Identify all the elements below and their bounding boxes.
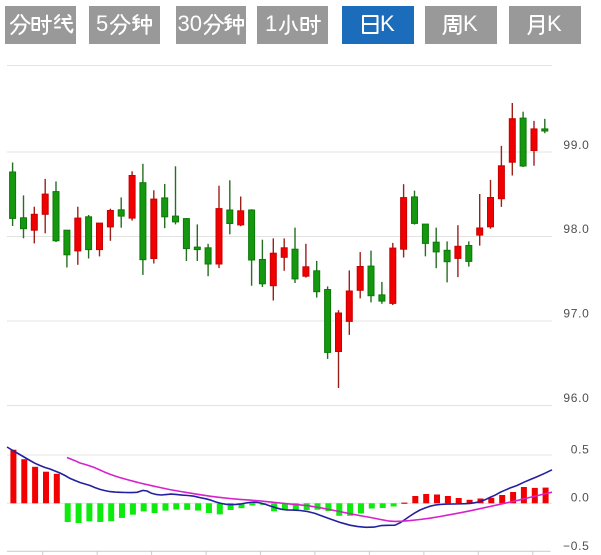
svg-text:99.0: 99.0 xyxy=(563,138,589,152)
svg-text:5: 5 xyxy=(96,11,108,36)
svg-text:K: K xyxy=(380,11,395,36)
svg-text:−0.5: −0.5 xyxy=(563,539,590,553)
svg-text:1: 1 xyxy=(265,11,277,36)
svg-text:98.0: 98.0 xyxy=(563,222,589,236)
svg-text:K: K xyxy=(547,11,562,36)
svg-text:96.0: 96.0 xyxy=(563,391,589,405)
svg-text:30: 30 xyxy=(177,11,201,36)
svg-text:0.0: 0.0 xyxy=(571,491,590,505)
svg-text:K: K xyxy=(463,11,478,36)
svg-text:97.0: 97.0 xyxy=(563,307,589,321)
svg-text:0.5: 0.5 xyxy=(571,442,590,456)
